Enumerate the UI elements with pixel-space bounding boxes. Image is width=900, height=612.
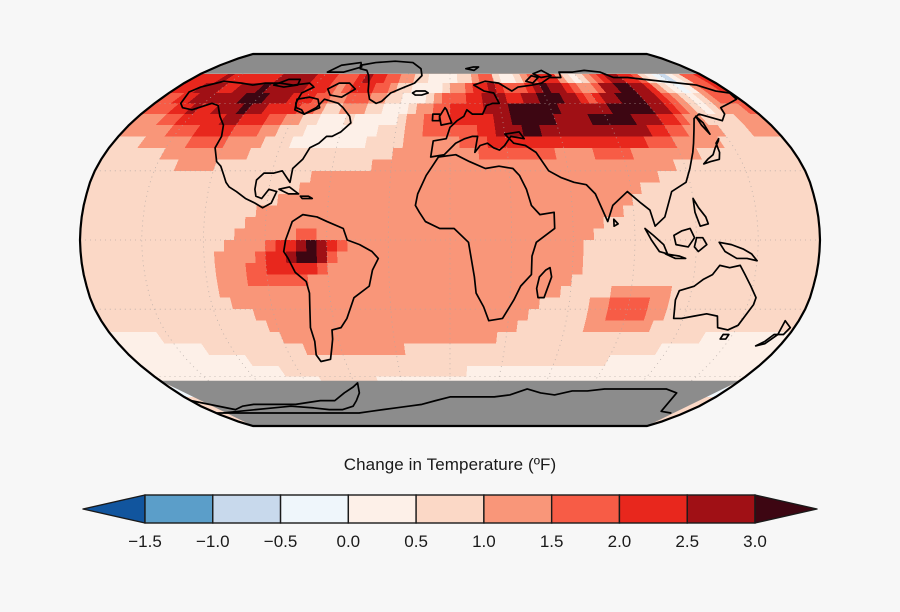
graticule-lines xyxy=(80,55,820,425)
colorbar-tick-label: 2.0 xyxy=(608,532,632,551)
colorbar-segment[interactable] xyxy=(347,494,417,524)
colorbar-segment[interactable] xyxy=(686,494,756,524)
colorbar-tick-label: −1.0 xyxy=(196,532,230,551)
colorbar-tick-label: 0.0 xyxy=(337,532,361,551)
colorbar-title: Change in Temperature (ºF) xyxy=(343,455,557,474)
colorbar-segment[interactable] xyxy=(212,494,282,524)
colorbar-tick-label: −1.5 xyxy=(128,532,162,551)
world-temperature-anomaly-map xyxy=(78,52,822,428)
colorbar-segment[interactable] xyxy=(279,494,350,524)
colorbar-tick-label: 3.0 xyxy=(743,532,767,551)
colorbar-tick-labels: −1.5 −1.0 −0.5 0.0 0.5 1.0 1.5 2.0 2.5 3.0 xyxy=(128,532,767,551)
colorbar-tick-label: 1.5 xyxy=(540,532,564,551)
colorbar-segment[interactable] xyxy=(483,494,553,524)
colorbar-segment[interactable] xyxy=(144,494,214,524)
colorbar-under-arrow xyxy=(82,494,146,524)
colorbar-over-arrow xyxy=(754,494,818,524)
colorbar-segment[interactable] xyxy=(550,494,621,524)
colorbar-tick-label: 0.5 xyxy=(404,532,428,551)
coastline-paths xyxy=(179,60,792,414)
colorbar[interactable]: −1.5 −1.0 −0.5 0.0 0.5 1.0 1.5 2.0 2.5 3.0 xyxy=(70,487,830,557)
colorbar-tick-label: 2.5 xyxy=(675,532,699,551)
colorbar-container: Change in Temperature (ºF) −1.5 −1.0 −0.5 0… xyxy=(0,455,900,557)
colorbar-segment[interactable] xyxy=(415,494,485,524)
colorbar-segments[interactable] xyxy=(82,494,818,524)
colorbar-tick-label: 1.0 xyxy=(472,532,496,551)
colorbar-tick-label: −0.5 xyxy=(264,532,298,551)
colorbar-segment[interactable] xyxy=(618,494,688,524)
map-outline xyxy=(78,52,822,428)
missing-data-polar-masks xyxy=(160,54,740,426)
